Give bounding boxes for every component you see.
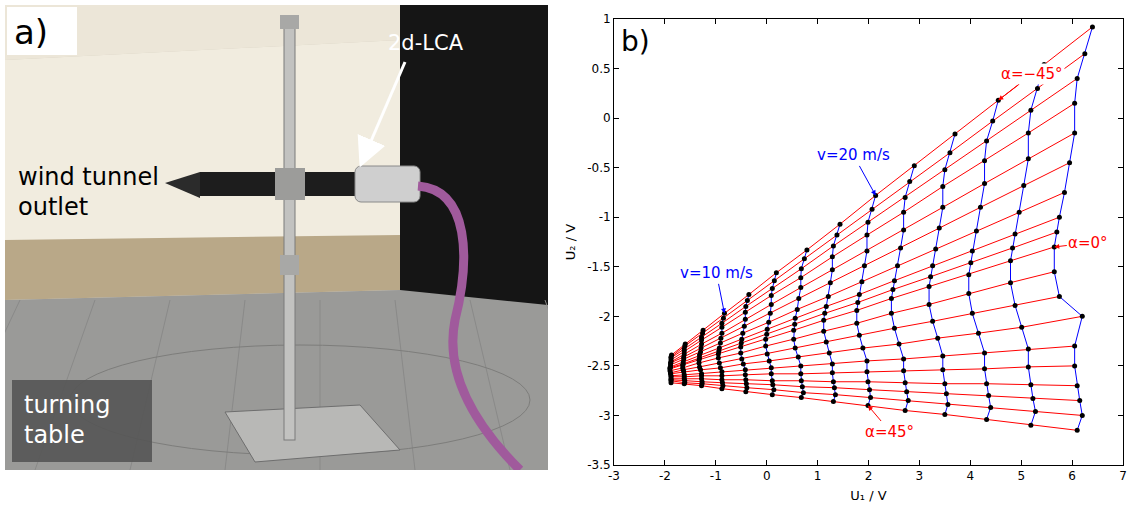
svg-text:U₁ / V: U₁ / V: [850, 488, 886, 503]
svg-text:b): b): [621, 25, 650, 58]
svg-text:2: 2: [865, 469, 873, 483]
svg-text:-2: -2: [599, 310, 611, 324]
svg-text:-3: -3: [599, 409, 611, 423]
svg-text:3: 3: [916, 469, 924, 483]
svg-text:-2.5: -2.5: [587, 359, 610, 373]
svg-text:-0.5: -0.5: [587, 161, 610, 175]
svg-text:4: 4: [966, 469, 974, 483]
svg-text:wind tunneloutlet: wind tunneloutlet: [18, 163, 159, 221]
svg-text:v=20 m/s: v=20 m/s: [817, 146, 890, 164]
svg-text:α=0°: α=0°: [1068, 234, 1108, 252]
svg-text:5: 5: [1017, 469, 1025, 483]
svg-text:-1: -1: [599, 210, 611, 224]
svg-text:α=45°: α=45°: [865, 423, 914, 441]
svg-text:turningtable: turningtable: [24, 391, 110, 449]
svg-text:7: 7: [1119, 469, 1127, 483]
svg-text:0.5: 0.5: [592, 62, 611, 76]
svg-text:U₂ / V: U₂ / V: [563, 224, 578, 260]
svg-text:0: 0: [603, 111, 611, 125]
svg-text:1: 1: [603, 12, 611, 26]
svg-text:a): a): [14, 12, 48, 52]
svg-text:6: 6: [1068, 469, 1076, 483]
svg-text:-1: -1: [710, 469, 722, 483]
svg-text:-2: -2: [659, 469, 671, 483]
svg-text:-3: -3: [608, 469, 620, 483]
svg-text:1: 1: [814, 469, 822, 483]
svg-text:2d-LCA: 2d-LCA: [388, 31, 464, 55]
svg-text:0: 0: [763, 469, 771, 483]
svg-text:v=10 m/s: v=10 m/s: [680, 264, 753, 282]
svg-text:-3.5: -3.5: [587, 458, 610, 472]
svg-text:-1.5: -1.5: [587, 260, 610, 274]
svg-text:α=−45°: α=−45°: [1001, 65, 1063, 83]
